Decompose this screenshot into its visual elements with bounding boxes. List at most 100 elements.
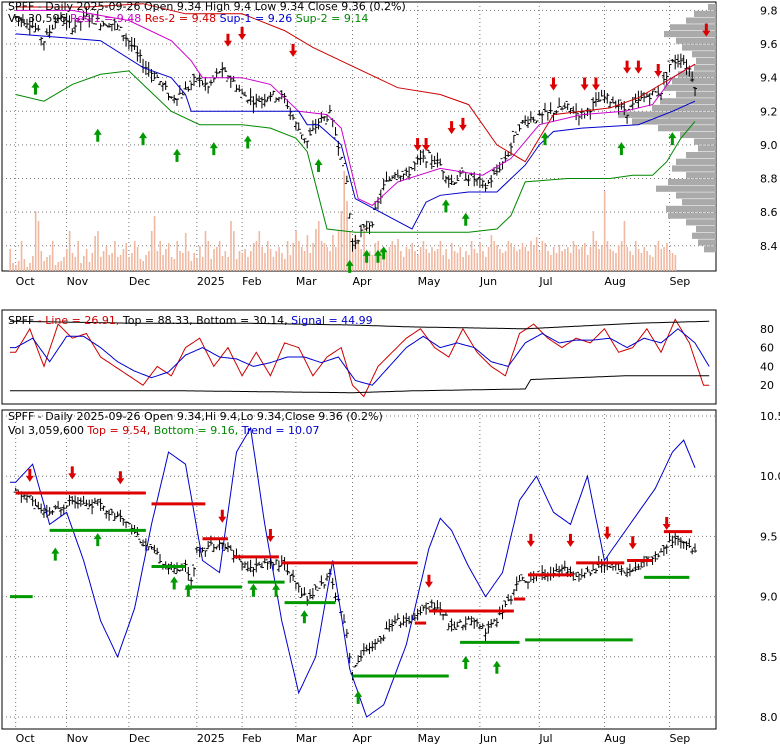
panel-1-header: SPFF - Daily 2025-09-26 Open 9.34 High 9… [8,0,406,25]
volume-bar [510,243,513,271]
volume-bar [105,246,108,271]
x-tick-label: Oct [16,275,36,288]
volume-bar [484,257,487,271]
buy-arrow-marker [93,533,102,547]
volume-bar [465,251,467,271]
volume-bar [400,251,402,271]
volume-bar [292,243,295,271]
volume-bar [620,241,623,271]
volume-bar [632,255,634,271]
volume-bar [306,235,309,271]
y-tick-label: 9.0 [760,139,778,152]
volume-profile-bar [708,4,716,11]
header-value: Bottom = 30.14, [193,314,288,327]
volume-bar [422,241,425,271]
header-value: Sup-2 = 9.14 [292,12,368,25]
sell-arrow-marker [654,64,663,78]
volume-bar [252,243,255,271]
volume-profile-bar [666,205,716,212]
volume-bar [88,262,91,271]
panel-3-header: SPFF - Daily 2025-09-26 Open 9.34,Hi 9.4… [8,410,383,437]
volume-bar [77,241,79,271]
x-tick-label: Dec [129,732,150,745]
sell-arrow-marker [580,77,589,91]
y-tick-label: 8.5 [760,651,778,664]
line-sup-1 [15,33,696,230]
volume-bar [490,235,493,271]
line-trend [10,426,696,718]
volume-bar [286,241,289,271]
y-tick-label: 9.4 [760,72,778,85]
volume-bar [640,253,643,271]
volume-bar [266,241,269,271]
volume-profile-bar [682,44,716,51]
volume-bar [467,255,470,271]
volume-bar [567,247,569,271]
volume-profile-bar [698,239,716,246]
volume-bar [54,265,57,271]
x-tick-label: Feb [242,275,261,288]
volume-profile-bar [664,30,716,38]
volume-bar [476,253,479,271]
volume-bar [250,251,252,271]
volume-bar [179,251,181,271]
sell-arrow-marker [422,137,431,151]
header-value: Vol 3,059,600 [8,424,84,437]
volume-bar [533,245,535,271]
volume-bar [12,263,14,271]
volume-bar [575,245,578,271]
volume-bar [394,245,396,271]
buy-arrow-marker [373,249,382,263]
buy-arrow-marker [379,246,388,260]
volume-bar [414,251,416,271]
header-value: Res-1 = 9.48 [66,12,141,25]
volume-bar [29,263,31,271]
volume-bar [187,251,190,271]
volume-bar [643,247,646,271]
volume-bar [241,253,244,271]
x-tick-label: Mar [296,732,317,745]
header-value: Top = 9.54, [84,424,150,437]
line-top [10,320,710,330]
volume-bar [49,255,51,271]
volume-bar [473,249,476,271]
buy-arrow-marker [173,148,182,162]
volume-bar [649,255,651,271]
volume-bar [145,255,147,271]
volume-bar [213,249,215,271]
buy-arrow-marker [362,249,371,263]
volume-bar [238,251,241,271]
volume-bar [323,243,326,271]
volume-bar [91,253,94,271]
volume-bar [357,243,360,271]
panel-3-header-line-2: Vol 3,059,600 Top = 9.54, Bottom = 9.16,… [8,424,320,437]
volume-bar [199,246,201,271]
volume-bar [581,247,583,271]
volume-bar [385,253,388,271]
volume-bar [504,251,507,271]
volume-bar [99,257,102,271]
buy-arrow-marker [93,128,102,142]
x-tick-label: Sep [670,732,691,745]
x-tick-label: Nov [67,732,89,745]
x-tick-label: Oct [16,732,36,745]
volume-bar [595,241,597,271]
sell-arrow-marker [458,117,467,131]
panel-1-frame: 9.8 9.6 9.4 9.2 9.0 8.8 8.6 8.4 Oct Nov Dec 2025 Feb… [1,1,778,288]
volume-bar [136,247,139,271]
volume-profile-bar [698,145,716,152]
volume-bar [674,255,677,271]
volume-bar [518,249,521,271]
x-tick-label: Jul [538,275,552,288]
volume-bar [448,259,450,271]
volume-profile [618,4,716,253]
x-tick-label: Aug [604,732,625,745]
buy-arrow-marker [300,610,309,624]
volume-bar [654,245,657,271]
panel-2-header: SPFF - Line = 26.91, Top = 88.33, Bottom… [8,314,373,327]
volume-bar [436,249,439,271]
volume-profile-bar [694,64,716,71]
volume-bar [569,253,572,271]
volume-bar [564,249,566,271]
